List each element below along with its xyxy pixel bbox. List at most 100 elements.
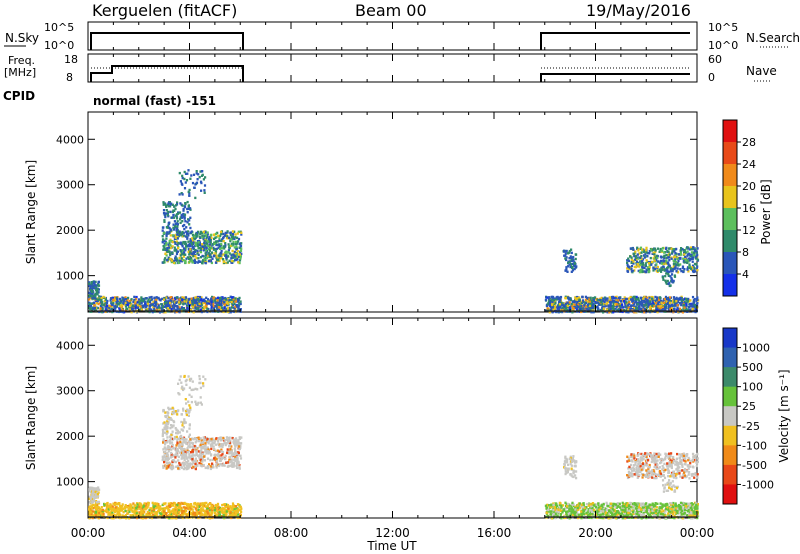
range-gate-cell <box>225 250 228 253</box>
range-gate-cell <box>689 299 692 302</box>
range-gate-cell <box>680 247 683 250</box>
range-gate-cell <box>148 305 152 308</box>
range-gate-cell <box>187 301 190 304</box>
range-gate-cell <box>168 517 171 520</box>
range-gate-cell <box>217 442 220 445</box>
range-gate-cell <box>198 302 201 306</box>
range-gate-cell <box>203 239 206 243</box>
range-gate-cell <box>190 230 193 233</box>
range-gate-cell <box>203 447 206 450</box>
range-gate-cell <box>163 213 166 216</box>
range-gate-cell <box>571 266 574 270</box>
range-gate-cell <box>234 456 237 459</box>
range-gate-cell <box>194 507 197 510</box>
range-gate-cell <box>88 517 91 520</box>
range-gate-cell <box>168 306 172 309</box>
range-gate-cell <box>194 183 197 186</box>
range-gate-cell <box>168 514 171 517</box>
range-gate-cell <box>214 250 218 253</box>
range-gate-cell <box>113 513 116 516</box>
range-gate-cell <box>233 508 236 511</box>
range-gate-cell <box>597 307 600 310</box>
range-gate-cell <box>163 220 166 223</box>
range-gate-cell <box>598 298 602 302</box>
range-gate-cell <box>168 250 171 253</box>
range-gate-cell <box>666 270 669 274</box>
range-gate-cell <box>226 503 230 507</box>
range-gate-cell <box>182 240 185 244</box>
range-gate-cell <box>647 304 650 307</box>
range-gate-cell <box>695 250 698 253</box>
range-gate-cell <box>206 298 210 301</box>
range-gate-cell <box>93 306 97 310</box>
range-gate-cell <box>187 445 190 448</box>
range-gate-cell <box>181 253 185 256</box>
range-gate-cell <box>176 439 179 442</box>
range-gate-cell <box>114 503 117 506</box>
range-gate-cell <box>220 442 223 446</box>
range-gate-cell <box>94 510 98 514</box>
range-gate-cell <box>673 258 677 261</box>
range-gate-cell <box>207 252 210 255</box>
range-gate-cell <box>200 456 203 459</box>
range-gate-cell <box>228 460 232 464</box>
range-gate-cell <box>686 300 689 303</box>
range-gate-cell <box>635 295 638 299</box>
range-gate-cell <box>95 501 98 504</box>
range-gate-cell <box>553 299 556 302</box>
range-gate-cell <box>118 508 121 512</box>
range-gate-cell <box>683 253 686 256</box>
range-gate-cell <box>198 176 201 179</box>
range-gate-cell <box>203 515 206 518</box>
range-gate-cell <box>91 290 94 293</box>
range-gate-cell <box>203 184 207 187</box>
nsearch-label: N.Search <box>746 31 800 45</box>
range-gate-cell <box>218 247 221 250</box>
range-gate-cell <box>162 201 165 204</box>
range-gate-cell <box>186 172 189 175</box>
range-gate-cell <box>235 452 238 456</box>
range-gate-cell <box>184 220 187 223</box>
range-gate-cell <box>652 301 655 305</box>
range-gate-cell <box>202 259 205 262</box>
range-gate-cell <box>118 507 121 510</box>
range-gate-cell <box>223 510 226 513</box>
range-gate-cell <box>631 246 634 250</box>
range-gate-cell <box>160 512 163 515</box>
range-gate-cell <box>181 193 184 196</box>
range-gate-cell <box>639 263 642 267</box>
range-gate-cell <box>163 239 166 242</box>
range-gate-cell <box>189 462 192 465</box>
range-gate-cell <box>679 251 682 254</box>
range-gate-cell <box>166 458 169 461</box>
range-gate-cell <box>187 207 190 210</box>
range-gate-cell <box>138 305 141 308</box>
range-gate-cell <box>201 452 204 455</box>
range-gate-cell <box>201 441 204 444</box>
range-gate-cell <box>213 299 216 302</box>
range-gate-cell <box>573 267 576 271</box>
range-gate-cell <box>179 216 182 219</box>
range-gate-cell <box>624 301 628 304</box>
range-gate-cell <box>184 296 187 299</box>
range-gate-cell <box>123 303 126 306</box>
range-gate-cell <box>189 251 192 254</box>
range-gate-cell <box>156 504 159 507</box>
range-gate-cell <box>696 247 699 250</box>
range-gate-cell <box>171 443 174 447</box>
range-gate-cell <box>230 302 234 305</box>
range-gate-cell <box>93 488 96 491</box>
range-gate-cell <box>688 306 691 309</box>
range-gate-cell <box>220 450 223 453</box>
range-gate-cell <box>181 232 184 235</box>
range-gate-cell <box>217 296 220 300</box>
range-gate-cell <box>193 304 196 307</box>
range-gate-cell <box>112 517 115 520</box>
range-gate-cell <box>119 507 122 510</box>
range-gate-cell <box>641 302 644 305</box>
range-gate-cell <box>207 507 210 510</box>
range-gate-cell <box>176 250 179 253</box>
range-gate-cell <box>93 497 96 500</box>
range-gate-cell <box>169 246 172 250</box>
range-gate-cell <box>555 296 558 299</box>
